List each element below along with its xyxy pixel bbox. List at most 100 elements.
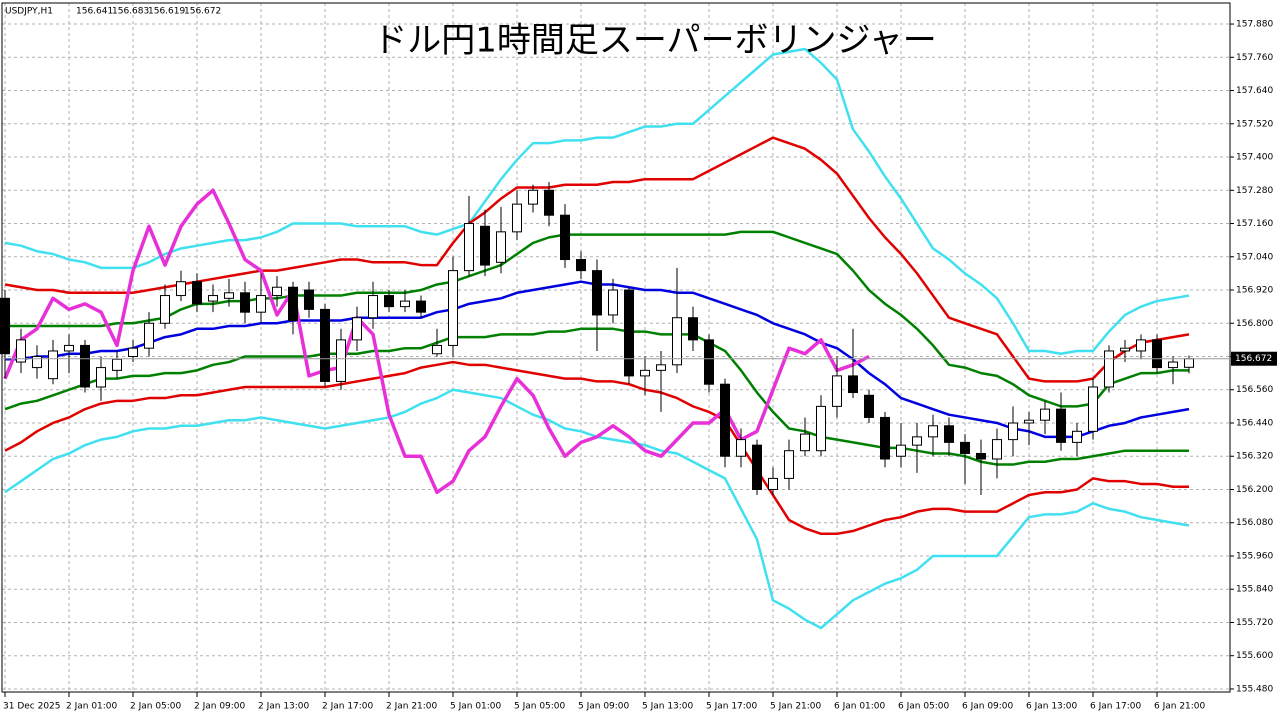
candle-body	[544, 189, 554, 216]
candle-body	[864, 394, 874, 418]
candle-body	[288, 286, 298, 321]
candle-body	[1072, 430, 1082, 443]
y-tick-label: 155.480	[1236, 684, 1273, 694]
candle-body	[256, 295, 266, 313]
candle-body	[208, 295, 218, 302]
candle-body	[592, 270, 602, 316]
band-line	[4, 136, 1190, 383]
candle-body	[640, 369, 650, 377]
candle-body	[560, 214, 570, 261]
y-tick-label: 155.960	[1236, 551, 1273, 561]
candle-body	[432, 344, 442, 355]
candle-body	[752, 444, 762, 490]
x-tick-label: 5 Jan 09:00	[578, 702, 630, 712]
x-tick-label: 5 Jan 13:00	[642, 702, 694, 712]
header-low: 156.619	[148, 7, 185, 17]
x-tick-label: 2 Jan 17:00	[322, 702, 374, 712]
candle-body	[608, 289, 618, 316]
candle-body	[1040, 408, 1050, 421]
candle-body	[80, 344, 90, 388]
candle-body	[960, 441, 970, 454]
candle-body	[656, 364, 666, 371]
y-tick-label: 156.080	[1236, 518, 1273, 528]
candle-body	[1136, 339, 1146, 352]
x-tick-label: 6 Jan 17:00	[1090, 702, 1142, 712]
header-close: 156.672	[184, 7, 221, 17]
candle-body	[64, 344, 74, 352]
x-tick-label: 2 Jan 01:00	[66, 702, 118, 712]
candle-body	[736, 439, 746, 457]
header-high: 156.683	[112, 7, 149, 17]
x-tick-label: 6 Jan 13:00	[1026, 702, 1078, 712]
candle-body	[128, 347, 138, 358]
candle-body	[144, 322, 154, 349]
candle-body	[464, 223, 474, 272]
candle-body	[512, 203, 522, 233]
chart-title: ドル円1時間足スーパーボリンジャー	[373, 21, 937, 61]
x-tick-label: 5 Jan 17:00	[706, 702, 758, 712]
y-tick-label: 155.840	[1236, 585, 1273, 595]
candle-body	[896, 444, 906, 457]
price-box	[1231, 351, 1277, 366]
candle-body	[704, 339, 714, 385]
candle-body	[992, 439, 1002, 460]
candle-body	[928, 425, 938, 438]
candle-body	[0, 297, 10, 355]
y-tick-label: 157.520	[1236, 119, 1273, 129]
candle-body	[176, 281, 186, 297]
plot-frame	[1, 2, 1231, 693]
candle-body	[400, 300, 410, 308]
x-tick-label: 6 Jan 21:00	[1154, 702, 1206, 712]
candle-body	[304, 289, 314, 310]
candle-body	[112, 358, 122, 371]
candle-body	[1168, 361, 1178, 369]
candle-body	[32, 356, 42, 369]
header-open: 156.641	[76, 7, 113, 17]
y-tick-label: 157.400	[1236, 153, 1273, 163]
candle-body	[48, 350, 58, 380]
band-line	[5, 230, 1189, 408]
y-tick-label: 156.560	[1236, 385, 1273, 395]
candle-body	[16, 339, 26, 363]
candle-body	[352, 317, 362, 341]
y-tick-label: 157.880	[1236, 20, 1273, 30]
y-tick-label: 157.040	[1236, 252, 1273, 262]
y-tick-label: 156.200	[1236, 485, 1273, 495]
y-tick-label: 157.160	[1236, 219, 1273, 229]
x-tick-label: 6 Jan 01:00	[834, 702, 886, 712]
y-tick-label: 157.280	[1236, 186, 1273, 196]
x-tick-label: 6 Jan 05:00	[898, 702, 950, 712]
candle-body	[1088, 386, 1098, 432]
candle-body	[320, 308, 330, 382]
candle-body	[768, 477, 778, 490]
candle-body	[96, 367, 106, 388]
candle-body	[272, 286, 282, 297]
x-tick-label: 5 Jan 05:00	[514, 702, 566, 712]
x-tick-label: 31 Dec 2025	[3, 702, 61, 712]
candle-body	[528, 189, 538, 205]
candle-body	[368, 295, 378, 319]
symbol: USDJPY,H1	[5, 7, 53, 17]
candle-body	[1024, 419, 1034, 424]
candle-body	[1056, 408, 1066, 443]
y-tick-label: 157.640	[1236, 86, 1273, 96]
candle-body	[720, 383, 730, 457]
candle-body	[880, 416, 890, 460]
x-tick-label: 2 Jan 21:00	[386, 702, 438, 712]
x-tick-label: 2 Jan 13:00	[258, 702, 310, 712]
x-tick-label: 2 Jan 05:00	[130, 702, 182, 712]
y-tick-label: 156.320	[1236, 452, 1273, 462]
y-tick-label: 156.800	[1236, 319, 1273, 329]
candle-body	[192, 281, 202, 305]
band-line	[4, 47, 1190, 355]
price-label: 156.672	[1235, 354, 1272, 364]
y-tick-label: 155.600	[1236, 651, 1273, 661]
candle-body	[240, 292, 250, 313]
candle-body	[816, 405, 826, 452]
candle-body	[384, 295, 394, 308]
y-tick-label: 156.440	[1236, 418, 1273, 428]
candle-body	[416, 300, 426, 313]
x-tick-label: 6 Jan 09:00	[962, 702, 1014, 712]
candle-body	[1008, 422, 1018, 441]
